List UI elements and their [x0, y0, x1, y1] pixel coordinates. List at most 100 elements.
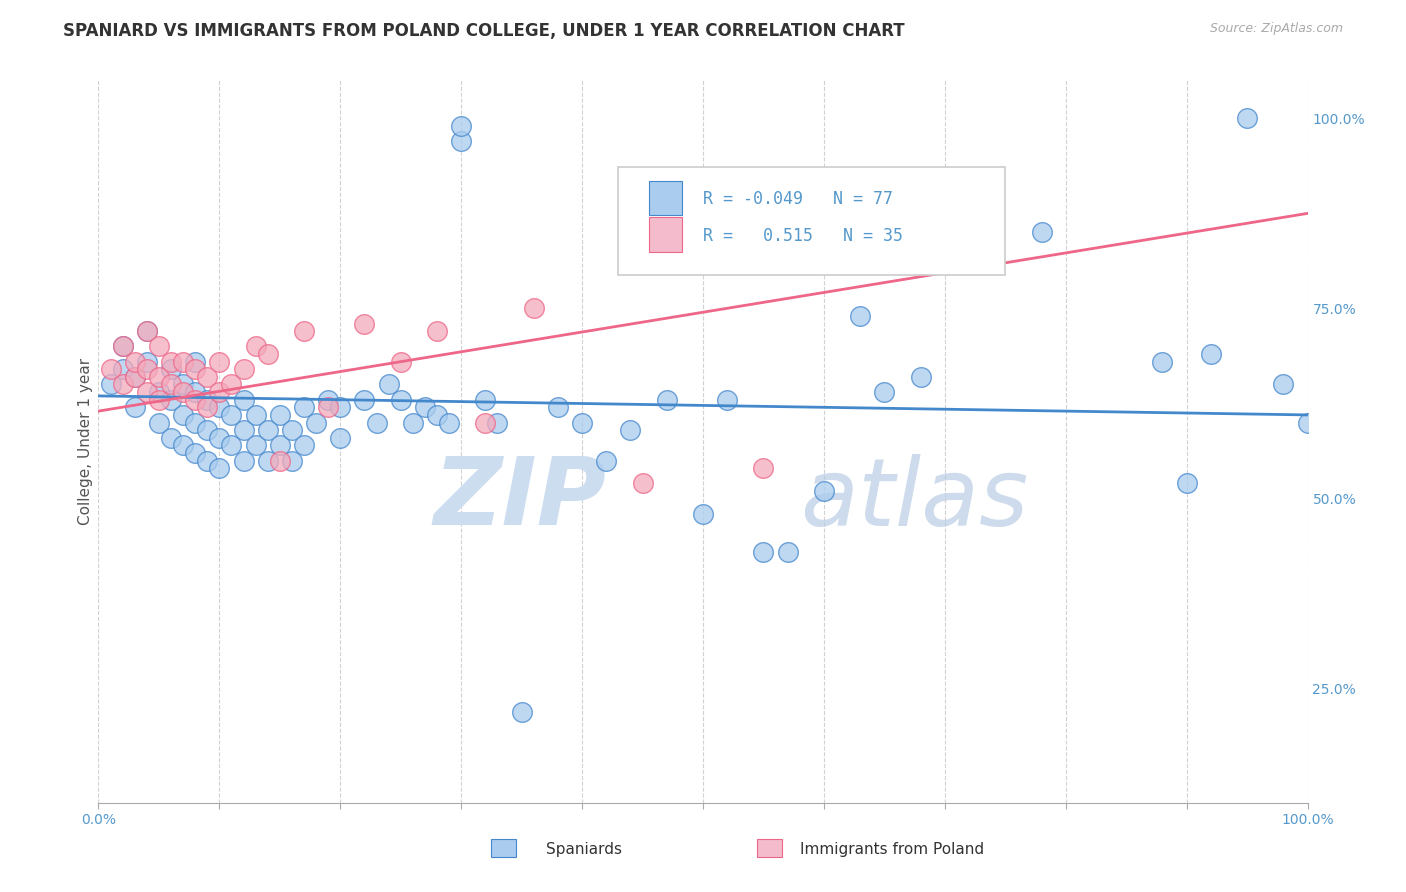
Point: [1152, 354, 1174, 368]
FancyBboxPatch shape: [648, 181, 682, 215]
Point: [221, 377, 243, 392]
Point: [135, 362, 157, 376]
Y-axis label: College, Under 1 year: College, Under 1 year: [77, 358, 93, 525]
Point: [172, 385, 194, 400]
Point: [148, 339, 170, 353]
Point: [450, 119, 472, 133]
Point: [281, 423, 304, 437]
Point: [195, 423, 218, 437]
Text: atlas: atlas: [800, 454, 1028, 545]
FancyBboxPatch shape: [492, 838, 516, 857]
Point: [776, 545, 799, 559]
Point: [160, 354, 183, 368]
Point: [353, 317, 375, 331]
Point: [873, 385, 896, 400]
Point: [256, 347, 278, 361]
Point: [232, 362, 254, 376]
Point: [813, 483, 835, 498]
Text: Spaniards: Spaniards: [546, 842, 621, 857]
Text: SPANIARD VS IMMIGRANTS FROM POLAND COLLEGE, UNDER 1 YEAR CORRELATION CHART: SPANIARD VS IMMIGRANTS FROM POLAND COLLE…: [63, 22, 905, 40]
Point: [100, 362, 122, 376]
Point: [547, 401, 569, 415]
Point: [366, 416, 388, 430]
FancyBboxPatch shape: [619, 167, 1005, 276]
Point: [221, 408, 243, 422]
Point: [655, 392, 678, 407]
Point: [1272, 377, 1295, 392]
Point: [269, 453, 291, 467]
Point: [510, 705, 533, 719]
Point: [402, 416, 425, 430]
Point: [1236, 112, 1258, 126]
Point: [208, 385, 231, 400]
Point: [245, 339, 267, 353]
Point: [160, 392, 183, 407]
Point: [208, 354, 231, 368]
Point: [195, 453, 218, 467]
FancyBboxPatch shape: [648, 217, 682, 252]
Point: [474, 392, 496, 407]
Text: R = -0.049   N = 77: R = -0.049 N = 77: [703, 191, 893, 209]
Point: [135, 385, 157, 400]
Point: [184, 385, 207, 400]
Point: [172, 438, 194, 452]
Point: [329, 431, 352, 445]
Point: [245, 408, 267, 422]
Point: [135, 354, 157, 368]
Text: R =   0.515   N = 35: R = 0.515 N = 35: [703, 227, 903, 244]
Point: [208, 461, 231, 475]
Point: [571, 416, 593, 430]
Point: [305, 416, 328, 430]
Point: [160, 377, 183, 392]
Point: [184, 392, 207, 407]
Text: Source: ZipAtlas.com: Source: ZipAtlas.com: [1209, 22, 1343, 36]
Point: [221, 438, 243, 452]
Point: [292, 324, 315, 338]
Point: [111, 339, 134, 353]
Point: [111, 339, 134, 353]
Point: [353, 392, 375, 407]
Point: [1175, 476, 1198, 491]
Point: [437, 416, 460, 430]
Point: [389, 392, 412, 407]
Point: [292, 438, 315, 452]
Point: [184, 446, 207, 460]
Point: [692, 507, 714, 521]
Point: [245, 438, 267, 452]
Point: [752, 545, 775, 559]
Point: [111, 377, 134, 392]
Point: [269, 438, 291, 452]
Text: ZIP: ZIP: [433, 453, 606, 545]
Point: [172, 354, 194, 368]
Point: [172, 377, 194, 392]
Point: [160, 431, 183, 445]
Point: [849, 309, 872, 323]
Point: [148, 416, 170, 430]
Point: [474, 416, 496, 430]
Point: [1199, 347, 1222, 361]
Point: [124, 370, 146, 384]
Text: Immigrants from Poland: Immigrants from Poland: [800, 842, 984, 857]
Point: [124, 370, 146, 384]
Point: [716, 392, 738, 407]
Point: [1296, 416, 1319, 430]
Point: [232, 423, 254, 437]
Point: [184, 354, 207, 368]
Point: [1031, 226, 1053, 240]
Point: [752, 461, 775, 475]
Point: [124, 354, 146, 368]
Point: [135, 324, 157, 338]
Point: [316, 401, 339, 415]
Point: [256, 453, 278, 467]
Point: [148, 392, 170, 407]
Point: [619, 423, 641, 437]
Point: [426, 408, 449, 422]
Point: [184, 362, 207, 376]
Point: [329, 401, 352, 415]
Point: [195, 401, 218, 415]
Point: [450, 134, 472, 148]
Point: [195, 370, 218, 384]
Point: [281, 453, 304, 467]
Point: [172, 408, 194, 422]
Point: [124, 401, 146, 415]
